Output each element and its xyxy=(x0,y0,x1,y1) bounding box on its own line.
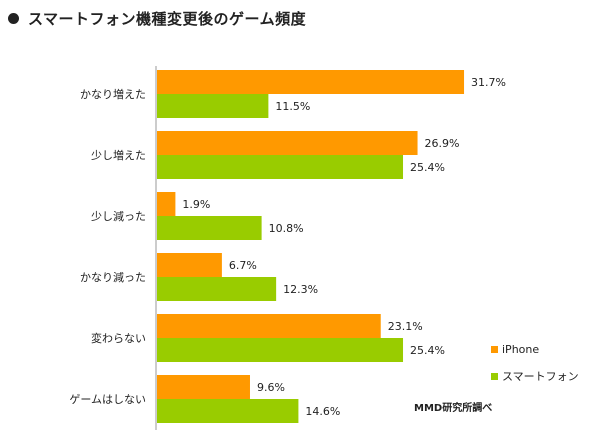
bar-iphone xyxy=(157,314,381,338)
chart-title: スマートフォン機種変更後のゲーム頻度 xyxy=(8,6,306,30)
bar-smartphone xyxy=(157,277,277,301)
category-label: 少し減った xyxy=(91,209,146,223)
bar-smartphone xyxy=(157,216,262,240)
data-label: 14.6% xyxy=(305,405,340,418)
data-label: 31.7% xyxy=(471,76,506,89)
data-label: 6.7% xyxy=(229,259,257,272)
legend-swatch-smartphone xyxy=(491,373,498,380)
bar-iphone xyxy=(157,192,176,216)
data-label: 25.4% xyxy=(410,161,445,174)
category-label: ゲームはしない xyxy=(69,393,146,406)
data-label: 25.4% xyxy=(410,344,445,357)
bullet-icon xyxy=(8,12,19,24)
data-label: 26.9% xyxy=(425,137,460,150)
bar-iphone xyxy=(157,131,418,155)
data-label: 9.6% xyxy=(257,381,285,394)
legend-label: スマートフォン xyxy=(502,370,579,383)
category-label: かなり減った xyxy=(80,270,146,284)
data-label: 11.5% xyxy=(275,100,310,113)
legend-label: iPhone xyxy=(502,343,539,356)
bar-iphone xyxy=(157,375,250,399)
bar-smartphone xyxy=(157,399,299,423)
chart-title-text: スマートフォン機種変更後のゲーム頻度 xyxy=(28,9,307,28)
bar-smartphone xyxy=(157,94,269,118)
bar-iphone xyxy=(157,70,465,94)
data-label: 12.3% xyxy=(283,283,318,296)
legend-swatch-iphone xyxy=(491,346,498,353)
category-label: かなり増えた xyxy=(80,88,146,101)
category-label: 変わらない xyxy=(91,331,146,345)
data-label: 1.9% xyxy=(182,198,210,211)
data-label: 10.8% xyxy=(269,222,304,235)
bar-smartphone xyxy=(157,338,404,362)
category-label: 少し増えた xyxy=(91,149,146,162)
bar-iphone xyxy=(157,253,222,277)
bar-smartphone xyxy=(157,155,404,179)
source-note: MMD研究所調べ xyxy=(414,401,492,414)
data-label: 23.1% xyxy=(388,320,423,333)
